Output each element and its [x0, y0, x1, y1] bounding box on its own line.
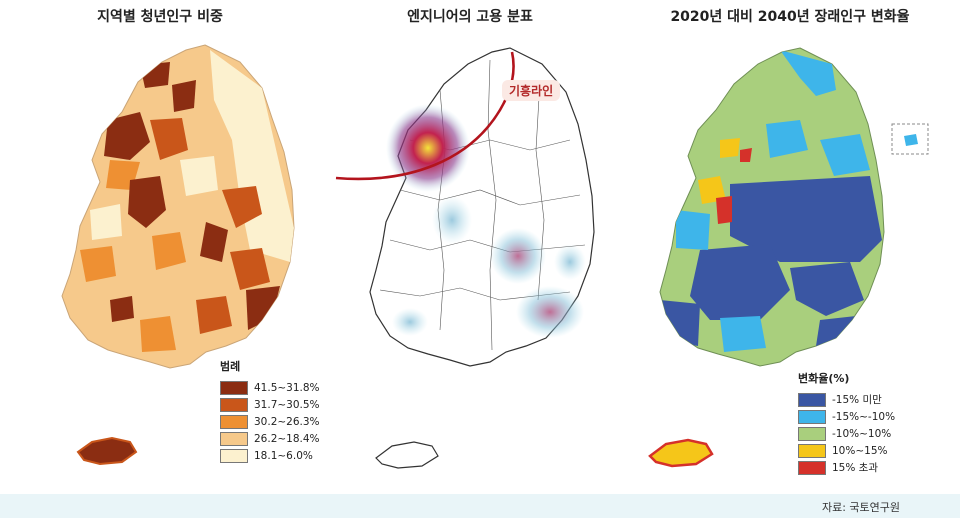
- change-legend-label: -15% 미만: [832, 394, 882, 406]
- change-legend-swatch: [798, 409, 826, 424]
- change-legend-swatch: [798, 426, 826, 441]
- youth-regions: [80, 50, 294, 352]
- youth-legend-row: 41.5~31.8%: [220, 379, 320, 396]
- source-footer: 자료: 국토연구원: [0, 494, 960, 518]
- engineer-hotspot: [554, 244, 586, 280]
- youth-jeju: [76, 436, 138, 466]
- source-text: 자료: 국토연구원: [821, 501, 900, 514]
- change-legend-row: 15% 초과: [798, 459, 895, 476]
- engineer-hotspot: [490, 228, 546, 284]
- change-legend: 변화율(%) -15% 미만 -15%~-10% -10%~10% 10%~15…: [798, 370, 895, 476]
- giheung-line-label: 기흥라인: [502, 80, 561, 101]
- youth-legend-title: 범례: [220, 360, 241, 373]
- youth-legend-label: 26.2~18.4%: [254, 432, 320, 445]
- youth-legend: 범례 41.5~31.8% 31.7~30.5% 30.2~26.3% 26.2…: [220, 358, 320, 464]
- engineer-map: [335, 47, 595, 469]
- engineer-hotspot: [392, 308, 428, 336]
- giheung-line: [335, 51, 515, 181]
- engineer-hotspot: [516, 286, 584, 338]
- youth-legend-swatch: [220, 397, 248, 412]
- engineer-hotspot: [432, 196, 472, 244]
- youth-legend-row: 30.2~26.3%: [220, 413, 320, 430]
- youth-legend-label: 18.1~6.0%: [254, 449, 313, 462]
- change-legend-row: -10%~10%: [798, 425, 895, 442]
- change-panel: 2020년 대비 2040년 장래인구 변화율 변화율(%): [620, 0, 960, 494]
- youth-legend-swatch: [220, 414, 248, 429]
- engineer-jeju: [375, 441, 439, 469]
- change-legend-row: -15%~-10%: [798, 408, 895, 425]
- change-legend-label: -10%~10%: [832, 427, 892, 440]
- engineer-panel: 엔지니어의 고용 분표: [320, 0, 620, 494]
- youth-legend-row: 26.2~18.4%: [220, 430, 320, 447]
- change-inset-island: [904, 134, 918, 146]
- change-legend-title: 변화율(%): [798, 372, 850, 385]
- change-legend-row: 10%~15%: [798, 442, 895, 459]
- change-legend-row: -15% 미만: [798, 391, 895, 408]
- change-legend-label: 10%~15%: [832, 444, 888, 457]
- change-inset-frame: [891, 123, 929, 155]
- change-legend-label: 15% 초과: [832, 462, 878, 474]
- change-map-title: 2020년 대비 2040년 장래인구 변화율: [670, 9, 910, 25]
- change-legend-swatch: [798, 460, 826, 475]
- change-map: [648, 47, 929, 468]
- youth-legend-swatch: [220, 431, 248, 446]
- youth-legend-label: 30.2~26.3%: [254, 415, 320, 428]
- youth-legend-row: 18.1~6.0%: [220, 447, 320, 464]
- youth-legend-row: 31.7~30.5%: [220, 396, 320, 413]
- youth-map: [61, 44, 295, 466]
- change-legend-swatch: [798, 443, 826, 458]
- youth-legend-label: 31.7~30.5%: [254, 398, 320, 411]
- youth-legend-swatch: [220, 380, 248, 395]
- youth-panel: 지역별 청년인구 비중 범례: [0, 0, 320, 494]
- youth-legend-label: 41.5~31.8%: [254, 381, 320, 394]
- change-regions: [660, 50, 882, 352]
- engineer-map-title: 엔지니어의 고용 분표: [407, 9, 533, 25]
- engineer-hotspot-capital: [386, 104, 470, 192]
- change-legend-swatch: [798, 392, 826, 407]
- youth-map-title: 지역별 청년인구 비중: [97, 9, 223, 25]
- change-legend-label: -15%~-10%: [832, 410, 896, 423]
- youth-legend-swatch: [220, 448, 248, 463]
- change-jeju: [648, 438, 714, 468]
